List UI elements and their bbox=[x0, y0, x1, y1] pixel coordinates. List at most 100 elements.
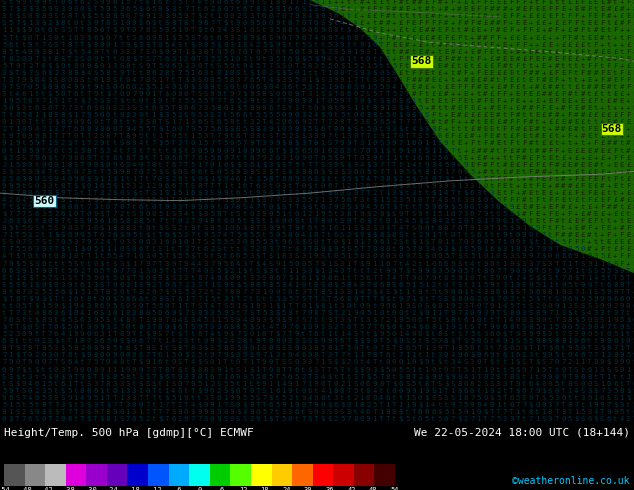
Text: $: $ bbox=[112, 296, 117, 302]
Text: 8: 8 bbox=[561, 338, 566, 344]
Text: S: S bbox=[132, 239, 136, 245]
Text: 7: 7 bbox=[48, 360, 52, 366]
Text: 3: 3 bbox=[41, 388, 46, 393]
Text: 3: 3 bbox=[392, 105, 396, 111]
Text: £: £ bbox=[600, 112, 604, 118]
Text: 1: 1 bbox=[633, 345, 634, 351]
Text: t: t bbox=[132, 381, 136, 387]
Text: 9: 9 bbox=[321, 275, 325, 281]
Text: 9: 9 bbox=[373, 239, 377, 245]
Text: £: £ bbox=[541, 42, 546, 48]
Text: 3: 3 bbox=[411, 190, 416, 196]
Text: 7: 7 bbox=[399, 141, 403, 147]
Text: £: £ bbox=[619, 211, 624, 217]
Text: 8: 8 bbox=[184, 21, 188, 26]
Text: 8: 8 bbox=[619, 388, 624, 393]
Text: t: t bbox=[145, 204, 150, 210]
Text: 3: 3 bbox=[242, 169, 247, 175]
Text: S: S bbox=[607, 367, 611, 372]
Text: 2: 2 bbox=[333, 324, 338, 330]
Text: 2: 2 bbox=[340, 381, 344, 387]
Text: 0: 0 bbox=[385, 246, 390, 252]
Text: 0: 0 bbox=[22, 56, 26, 62]
Text: 6: 6 bbox=[385, 395, 390, 401]
Text: F: F bbox=[411, 70, 416, 76]
Text: t: t bbox=[74, 0, 78, 5]
Text: 1: 1 bbox=[567, 388, 572, 393]
Text: 7: 7 bbox=[249, 289, 254, 295]
Text: 5: 5 bbox=[112, 345, 117, 351]
Text: F: F bbox=[607, 133, 611, 139]
Text: 1: 1 bbox=[178, 303, 182, 309]
Text: 0: 0 bbox=[48, 105, 52, 111]
Text: 6: 6 bbox=[236, 176, 240, 182]
Text: 0: 0 bbox=[633, 409, 634, 415]
Text: 7: 7 bbox=[100, 409, 104, 415]
Text: t: t bbox=[249, 176, 254, 182]
Text: E: E bbox=[548, 42, 552, 48]
Text: 4: 4 bbox=[242, 317, 247, 323]
Text: S: S bbox=[80, 56, 84, 62]
Text: T: T bbox=[184, 204, 188, 210]
Text: 8: 8 bbox=[340, 147, 344, 153]
Text: t: t bbox=[22, 317, 26, 323]
Text: F: F bbox=[613, 154, 618, 161]
Text: +: + bbox=[613, 225, 618, 231]
Text: £: £ bbox=[581, 119, 585, 125]
Text: S: S bbox=[132, 211, 136, 217]
Text: $: $ bbox=[489, 296, 494, 302]
Text: S: S bbox=[340, 162, 344, 168]
Text: t: t bbox=[249, 56, 254, 62]
Text: S: S bbox=[366, 91, 370, 97]
Text: 5: 5 bbox=[281, 373, 286, 380]
Text: t: t bbox=[600, 56, 604, 62]
Text: T: T bbox=[340, 324, 344, 330]
Text: T: T bbox=[288, 225, 292, 231]
Text: E: E bbox=[509, 77, 514, 83]
Text: 5: 5 bbox=[613, 331, 618, 337]
Text: 1: 1 bbox=[425, 282, 429, 288]
Text: 8: 8 bbox=[366, 119, 370, 125]
Text: S: S bbox=[60, 360, 65, 366]
Text: 6: 6 bbox=[489, 268, 494, 273]
Text: 0: 0 bbox=[164, 324, 169, 330]
Text: t: t bbox=[138, 147, 143, 153]
Text: 1: 1 bbox=[236, 268, 240, 273]
Text: t: t bbox=[249, 268, 254, 273]
Text: 3: 3 bbox=[373, 162, 377, 168]
Text: 3: 3 bbox=[216, 324, 221, 330]
Text: 1: 1 bbox=[405, 402, 410, 408]
Text: 1: 1 bbox=[230, 105, 234, 111]
Text: F: F bbox=[489, 176, 494, 182]
Text: 3: 3 bbox=[204, 310, 208, 316]
Text: 8: 8 bbox=[242, 345, 247, 351]
Text: T: T bbox=[171, 98, 176, 104]
Text: t: t bbox=[236, 310, 240, 316]
Text: t: t bbox=[581, 204, 585, 210]
Text: #: # bbox=[587, 211, 592, 217]
Text: T: T bbox=[48, 402, 52, 408]
Text: 1: 1 bbox=[327, 331, 332, 337]
Text: F: F bbox=[385, 34, 390, 41]
Text: £: £ bbox=[613, 21, 618, 26]
Text: 3: 3 bbox=[132, 147, 136, 153]
Text: S: S bbox=[581, 310, 585, 316]
Text: $: $ bbox=[22, 21, 26, 26]
Text: E: E bbox=[567, 162, 572, 168]
Text: $: $ bbox=[48, 77, 52, 83]
Text: E: E bbox=[509, 70, 514, 76]
Text: 5: 5 bbox=[216, 77, 221, 83]
Text: 1: 1 bbox=[385, 190, 390, 196]
Text: #: # bbox=[431, 119, 436, 125]
Text: 5: 5 bbox=[548, 395, 552, 401]
Text: 0: 0 bbox=[230, 225, 234, 231]
Text: #: # bbox=[470, 119, 474, 125]
Text: F: F bbox=[561, 49, 566, 54]
Bar bbox=[148, 464, 169, 486]
Text: 1: 1 bbox=[281, 211, 286, 217]
Text: E: E bbox=[619, 98, 624, 104]
Text: 0: 0 bbox=[60, 91, 65, 97]
Text: F: F bbox=[600, 77, 604, 83]
Text: 7: 7 bbox=[451, 169, 455, 175]
Text: 1: 1 bbox=[347, 310, 351, 316]
